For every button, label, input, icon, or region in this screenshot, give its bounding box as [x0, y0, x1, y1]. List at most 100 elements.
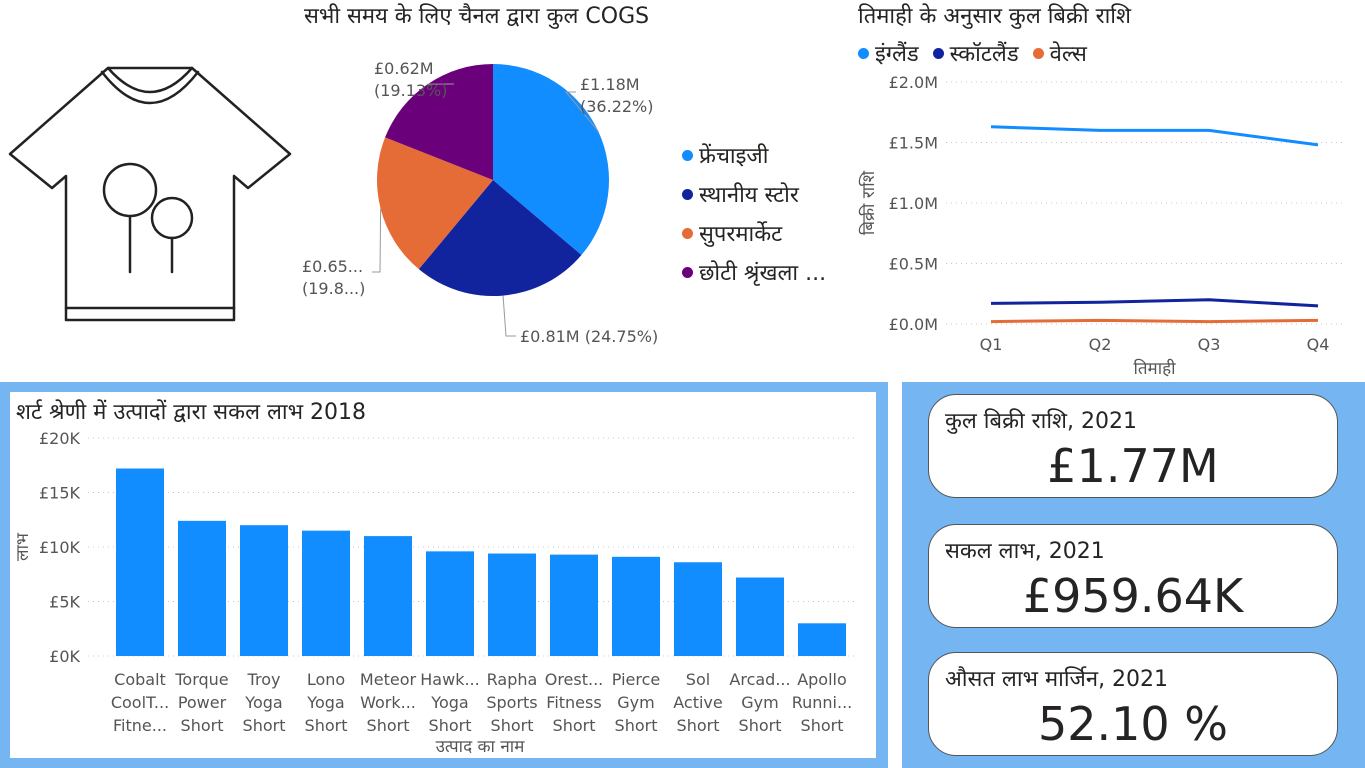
pie-data-label: £0.62M	[374, 59, 434, 78]
legend-label: इंग्लैंड	[875, 42, 919, 67]
y-tick-label: £1.0M	[889, 194, 938, 213]
x-tick-label: Arcad...	[729, 670, 790, 689]
kpi-card-gross-profit: सकल लाभ, 2021 £959.64K	[928, 524, 1338, 628]
x-tick-label: Gym	[617, 693, 654, 712]
legend-item[interactable]: स्थानीय स्टोर	[682, 179, 826, 209]
kpi-label: सकल लाभ, 2021	[945, 539, 1105, 564]
bar[interactable]	[550, 554, 598, 656]
kpi-value: £959.64K	[1022, 569, 1244, 623]
legend-dot-icon	[932, 47, 944, 59]
bar[interactable]	[798, 623, 846, 656]
pie-slice[interactable]	[377, 137, 493, 270]
legend-item[interactable]: वेल्स	[1032, 38, 1087, 68]
x-tick-label: Cobalt	[114, 670, 166, 689]
pie-slice[interactable]	[418, 180, 582, 297]
tshirt-icon	[8, 66, 292, 322]
bar[interactable]	[178, 520, 226, 656]
pie-percent-label: (19.8...)	[302, 279, 365, 298]
pie-leader-line	[502, 295, 516, 337]
y-axis-label: लाभ	[13, 532, 33, 561]
pie-legend: फ्रेंचाइजी स्थानीय स्टोर सुपरमार्केट छोटी श…	[682, 140, 826, 287]
x-tick-label: Short	[305, 716, 348, 735]
legend-label: स्थानीय स्टोर	[699, 183, 799, 208]
pie-data-label: £0.81M (24.75%)	[520, 327, 658, 346]
legend-item[interactable]: छोटी श्रृंखला ...	[682, 257, 826, 287]
bar[interactable]	[426, 551, 474, 656]
x-tick-label: Short	[801, 716, 844, 735]
x-tick-label: Pierce	[612, 670, 660, 689]
y-tick-label: £2.0M	[889, 73, 938, 92]
x-tick-label: Lono	[307, 670, 345, 689]
x-tick-label: Short	[491, 716, 534, 735]
x-tick-label: Yoga	[306, 693, 344, 712]
series-line[interactable]	[990, 318, 1319, 324]
kpi-value: 52.10 %	[1037, 697, 1229, 751]
bar[interactable]	[488, 553, 536, 656]
x-axis-label: तिमाही	[1133, 358, 1176, 379]
bar[interactable]	[612, 556, 660, 656]
x-tick-label: Short	[677, 716, 720, 735]
kpi-card-profit-margin: औसत लाभ मार्जिन, 2021 52.10 %	[928, 652, 1338, 756]
legend-dot-icon	[1032, 47, 1044, 59]
x-tick-label: Short	[429, 716, 472, 735]
x-tick-label: Q2	[1089, 335, 1112, 354]
y-tick-label: £10K	[39, 538, 81, 557]
bar[interactable]	[364, 536, 412, 656]
x-axis-label: उत्पाद का नाम	[436, 737, 526, 757]
legend-item[interactable]: फ्रेंचाइजी	[682, 140, 826, 170]
x-tick-label: Q1	[980, 335, 1003, 354]
line-legend: इंग्लैंड स्कॉटलैंड वेल्स	[858, 38, 1087, 68]
x-tick-label: Gym	[741, 693, 778, 712]
legend-label: वेल्स	[1049, 42, 1087, 67]
bar[interactable]	[736, 577, 784, 656]
bar-chart-title: शर्ट श्रेणी में उत्पादों द्वारा सकल लाभ …	[16, 400, 367, 425]
legend-label: फ्रेंचाइजी	[699, 144, 769, 169]
x-tick-label: Short	[367, 716, 410, 735]
x-tick-label: Runni...	[792, 693, 853, 712]
x-tick-label: Short	[243, 716, 286, 735]
x-tick-label: Short	[615, 716, 658, 735]
legend-label: स्कॉटलैंड	[949, 42, 1019, 67]
bar[interactable]	[116, 468, 164, 656]
bar-panel: शर्ट श्रेणी में उत्पादों द्वारा सकल लाभ …	[10, 392, 876, 758]
pie-chart-title: सभी समय के लिए चैनल द्वारा कुल COGS	[304, 4, 650, 29]
bar[interactable]	[674, 562, 722, 656]
pie-leader-line	[564, 91, 599, 132]
series-line[interactable]	[990, 298, 1319, 308]
kpi-label: औसत लाभ मार्जिन, 2021	[945, 667, 1169, 692]
y-tick-label: £1.5M	[889, 134, 938, 153]
kpi-card-total-sales: कुल बिक्री राशि, 2021 £1.77M	[928, 394, 1338, 498]
x-tick-label: Fitness	[546, 693, 601, 712]
kpi-label: कुल बिक्री राशि, 2021	[945, 409, 1137, 434]
legend-item[interactable]: इंग्लैंड	[858, 38, 919, 68]
pie-slice[interactable]	[493, 64, 609, 256]
legend-dot-icon	[858, 47, 869, 59]
x-tick-label: Yoga	[244, 693, 282, 712]
x-tick-label: CoolT...	[111, 693, 169, 712]
bar[interactable]	[240, 525, 288, 656]
legend-item[interactable]: स्कॉटलैंड	[932, 38, 1019, 68]
y-tick-label: £0K	[49, 647, 80, 666]
kpi-value: £1.77M	[1047, 439, 1219, 493]
pie-data-label: £1.18M	[580, 75, 640, 94]
legend-label: छोटी श्रृंखला ...	[699, 261, 827, 286]
x-tick-label: Fitne...	[113, 716, 167, 735]
legend-item[interactable]: सुपरमार्केट	[682, 218, 826, 248]
pie-percent-label: (36.22%)	[580, 97, 654, 116]
x-tick-label: Troy	[247, 670, 281, 689]
x-tick-label: Yoga	[430, 693, 468, 712]
x-tick-label: Rapha	[487, 670, 538, 689]
x-tick-label: Short	[181, 716, 224, 735]
pie-slice[interactable]	[385, 64, 493, 180]
x-tick-label: Power	[178, 693, 227, 712]
legend-dot-icon	[682, 266, 693, 278]
pie-percent-label: (19.13%)	[374, 81, 448, 100]
x-tick-label: Short	[739, 716, 782, 735]
series-line[interactable]	[990, 125, 1319, 147]
legend-label: सुपरमार्केट	[699, 222, 783, 247]
x-tick-label: Work...	[360, 693, 416, 712]
x-tick-label: Hawk...	[420, 670, 479, 689]
bar[interactable]	[302, 530, 350, 656]
y-tick-label: £20K	[39, 429, 81, 448]
y-tick-label: £0.0M	[889, 315, 938, 334]
